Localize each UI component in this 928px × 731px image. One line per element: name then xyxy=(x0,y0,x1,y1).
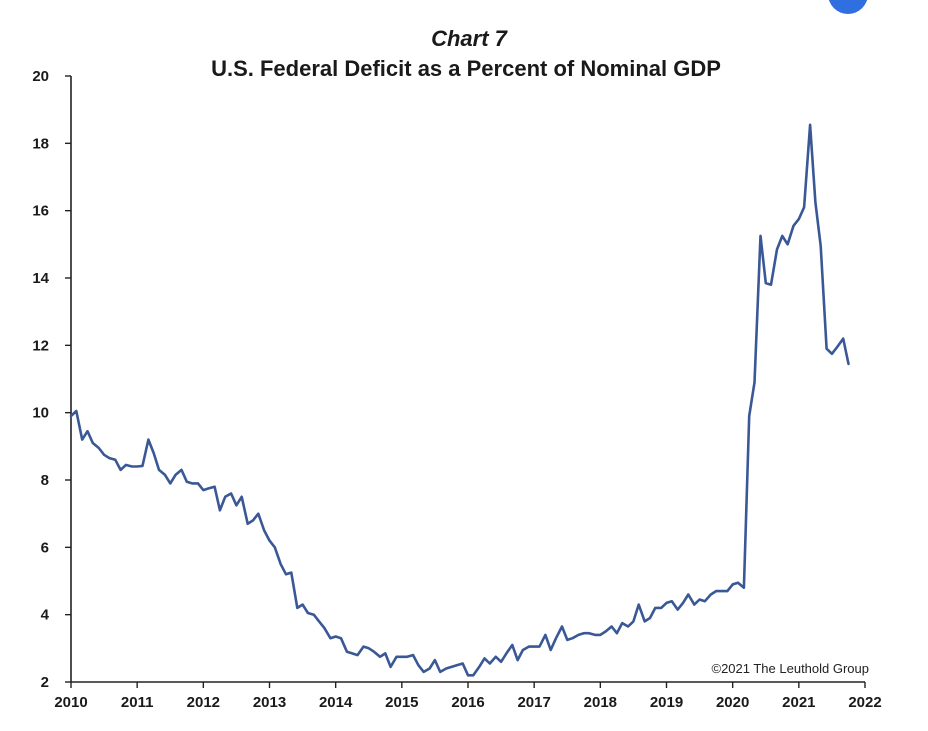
x-axis: 2010 2011 2012 2013 2014 2015 2016 2017 2018 2019… xyxy=(54,681,882,711)
x-tick-label: 2013 xyxy=(253,694,286,711)
y-tick-label: 2 xyxy=(41,674,49,691)
series-group xyxy=(69,123,850,677)
x-tick-label: 2019 xyxy=(650,694,683,711)
y-tick-label: 10 xyxy=(32,405,49,422)
y-tick-label: 14 xyxy=(32,270,49,287)
x-tick-label: 2018 xyxy=(584,694,617,711)
chart-subtitle: U.S. Federal Deficit as a Percent of Nom… xyxy=(211,56,721,81)
y-tick-label: 20 xyxy=(32,68,49,85)
copyright-annotation: ©2021 The Leuthold Group xyxy=(711,661,869,676)
x-tick-label: 2017 xyxy=(517,694,550,711)
y-tick-label: 16 xyxy=(32,203,49,220)
chart-title: Chart 7 xyxy=(431,26,509,51)
x-tick-label: 2020 xyxy=(716,694,749,711)
x-tick-label: 2021 xyxy=(782,694,815,711)
x-tick-label: 2022 xyxy=(848,694,881,711)
x-tick-label: 2015 xyxy=(385,694,418,711)
x-tick-label: 2011 xyxy=(121,694,154,711)
x-tick-label: 2012 xyxy=(187,694,220,711)
x-tick-label: 2014 xyxy=(319,694,353,711)
x-tick-label: 2010 xyxy=(54,694,87,711)
x-tick-label: 2016 xyxy=(451,694,484,711)
y-tick-label: 12 xyxy=(32,337,49,354)
y-tick-label: 18 xyxy=(32,135,49,152)
y-axis: 2 4 6 8 10 12 14 16 18 20 xyxy=(32,68,72,691)
y-tick-label: 6 xyxy=(41,539,49,556)
corner-blue-dot xyxy=(828,0,868,14)
deficit-series-line xyxy=(69,123,850,677)
y-tick-label: 8 xyxy=(41,472,49,489)
y-tick-label: 4 xyxy=(41,607,50,624)
